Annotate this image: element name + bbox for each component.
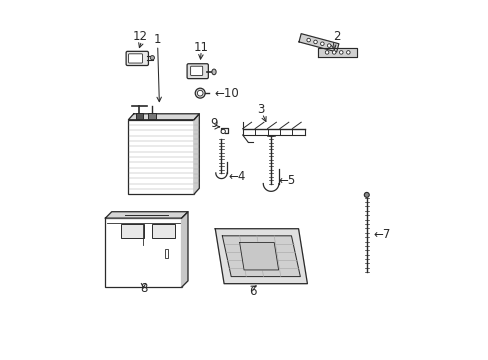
Circle shape: [320, 42, 324, 45]
Bar: [135, 113, 143, 119]
Text: ←4: ←4: [228, 170, 245, 183]
Bar: [152, 224, 175, 238]
Circle shape: [364, 192, 368, 197]
Circle shape: [150, 55, 154, 60]
FancyBboxPatch shape: [190, 66, 202, 76]
Text: 1: 1: [154, 33, 161, 46]
Text: 12: 12: [132, 30, 147, 43]
Circle shape: [346, 51, 349, 54]
FancyBboxPatch shape: [187, 64, 208, 78]
Polygon shape: [215, 229, 307, 284]
FancyBboxPatch shape: [128, 54, 142, 63]
Bar: [121, 224, 143, 238]
Text: 6: 6: [249, 285, 257, 298]
Circle shape: [306, 38, 310, 42]
Text: ←10: ←10: [214, 87, 239, 100]
Text: 11: 11: [193, 41, 208, 54]
FancyBboxPatch shape: [126, 51, 148, 66]
Circle shape: [327, 44, 330, 48]
Circle shape: [325, 51, 328, 54]
Bar: [105, 218, 181, 287]
Polygon shape: [298, 34, 338, 52]
Polygon shape: [222, 236, 300, 276]
Bar: [164, 249, 167, 258]
Ellipse shape: [211, 69, 216, 75]
Circle shape: [313, 40, 317, 44]
Bar: [128, 120, 194, 194]
Circle shape: [339, 51, 343, 54]
Text: 2: 2: [332, 30, 340, 43]
Text: ←5: ←5: [278, 174, 296, 186]
Polygon shape: [105, 212, 187, 218]
Text: 3: 3: [256, 103, 264, 116]
Polygon shape: [194, 114, 199, 194]
Polygon shape: [239, 243, 278, 270]
Text: 9: 9: [210, 117, 218, 130]
Polygon shape: [181, 212, 187, 287]
Circle shape: [332, 51, 335, 54]
Polygon shape: [318, 48, 356, 57]
Bar: [147, 113, 155, 119]
Text: 8: 8: [140, 282, 147, 294]
Circle shape: [197, 90, 203, 96]
Circle shape: [195, 88, 205, 98]
Circle shape: [221, 129, 225, 134]
Polygon shape: [128, 114, 199, 120]
Text: ←7: ←7: [373, 229, 390, 242]
